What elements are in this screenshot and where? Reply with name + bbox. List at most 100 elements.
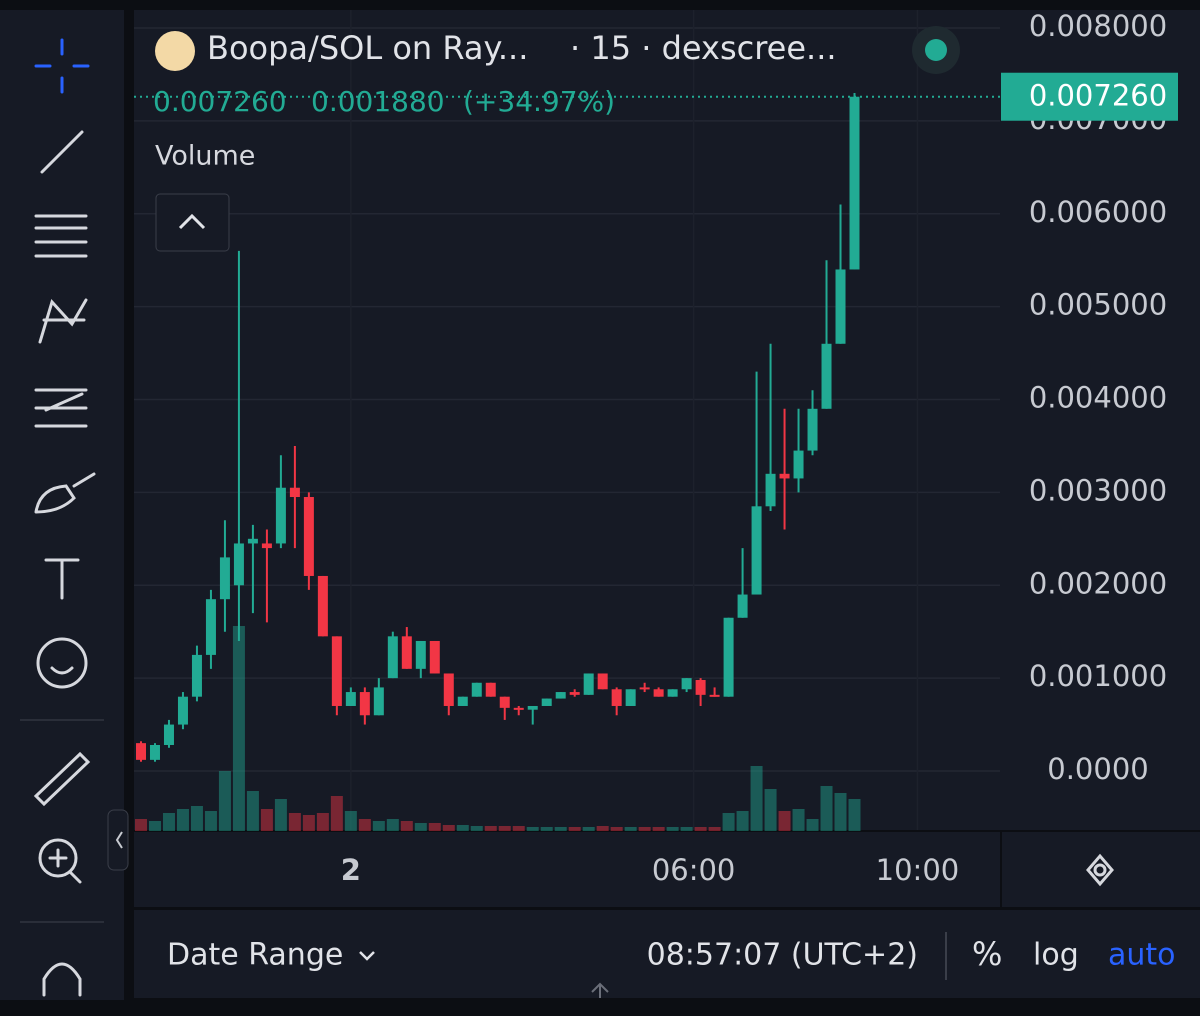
- candle-body: [751, 506, 762, 595]
- clock[interactable]: 08:57:07 (UTC+2): [647, 938, 918, 973]
- candle-body: [513, 707, 524, 710]
- volume-bar: [190, 806, 203, 831]
- fib-icon[interactable]: [34, 214, 88, 258]
- pattern-icon[interactable]: [38, 298, 88, 344]
- zoom-icon[interactable]: [38, 838, 78, 878]
- magnet-icon[interactable]: [42, 962, 82, 997]
- y-tick-label: 0.003000: [1029, 473, 1167, 507]
- volume-bar: [568, 827, 581, 831]
- volume-bar: [442, 825, 455, 831]
- volume-bar: [484, 826, 497, 831]
- collapse-arrow: [115, 831, 123, 849]
- volume-bar: [134, 819, 147, 831]
- candle-body: [611, 689, 622, 706]
- volume-bar: [400, 821, 413, 831]
- candle-body: [499, 696, 510, 708]
- zoom-plus: [48, 848, 82, 884]
- symbol: Boopa/SOL on Ray...: [207, 29, 528, 67]
- tool-icons[interactable]: [20, 38, 104, 997]
- volume-bar: [274, 799, 287, 831]
- brush-icon[interactable]: [34, 472, 96, 514]
- candle-body: [359, 692, 370, 716]
- candle-body: [471, 682, 482, 697]
- volume-bar: [316, 813, 329, 831]
- x-tick-label: 06:00: [652, 853, 736, 887]
- volume-bar: [764, 789, 777, 831]
- volume-bar: [176, 809, 189, 831]
- candle-body: [373, 687, 384, 716]
- y-tick-label: 0.0000: [1047, 752, 1148, 786]
- candle-body: [205, 599, 216, 655]
- candle-body: [667, 689, 678, 697]
- volume-bar: [736, 811, 749, 831]
- candle-body: [541, 698, 552, 706]
- legend-price: 0.007260: [153, 85, 287, 118]
- volume-bar: [386, 819, 399, 831]
- candle-body: [779, 473, 790, 479]
- candle-body: [443, 673, 454, 706]
- volume-bar: [470, 826, 483, 831]
- last-price-tag: [1001, 72, 1178, 121]
- candle-body: [653, 689, 664, 697]
- date-range[interactable]: Date Range: [167, 938, 343, 973]
- candle-body: [457, 696, 468, 706]
- volume-bar: [148, 821, 161, 831]
- trendline-icon[interactable]: [40, 130, 84, 174]
- emoji-icon[interactable]: [36, 637, 88, 689]
- volume-bar: [302, 815, 315, 831]
- volume-bar: [372, 821, 385, 831]
- collapse-legend-icon: [178, 213, 206, 230]
- volume-bar: [540, 827, 553, 831]
- candle-body: [583, 673, 594, 695]
- settings-icon-hole: [1093, 863, 1107, 877]
- volume-bar: [596, 826, 609, 831]
- text-icon[interactable]: [44, 558, 80, 600]
- candle-body: [555, 692, 566, 699]
- candle-body: [275, 487, 286, 544]
- candle-body: [415, 640, 426, 669]
- volume-bar: [680, 827, 693, 831]
- candle-body: [625, 689, 636, 706]
- candle-body: [401, 636, 412, 669]
- plot: 0.0000 0.001000 0.002000 0.003000 0.004000 0.…: [134, 9, 1167, 887]
- crosshair-icon[interactable]: [34, 38, 90, 94]
- candle-body: [639, 687, 650, 690]
- ruler-icon[interactable]: [33, 751, 91, 807]
- auto-toggle[interactable]: auto: [1108, 938, 1176, 973]
- volume-bar: [288, 813, 301, 831]
- volume-bar: [848, 799, 861, 831]
- resize-handle[interactable]: [591, 982, 609, 998]
- volume-bar: [428, 823, 441, 831]
- candle-body: [289, 487, 300, 498]
- emoji-smile: [50, 666, 74, 675]
- time-axis: [134, 832, 1000, 907]
- candle-body: [695, 679, 706, 695]
- volume-bar: [694, 827, 707, 831]
- y-tick-label: 0.005000: [1029, 288, 1167, 322]
- settings-icon[interactable]: [1086, 853, 1114, 887]
- volume-bar: [708, 827, 721, 831]
- candle-body: [317, 575, 328, 637]
- volume-bar: [456, 825, 469, 831]
- volume-bar: [260, 809, 273, 831]
- volume-bar: [610, 827, 623, 831]
- candle-body: [765, 473, 776, 507]
- candle-body: [247, 538, 258, 544]
- volume-bar: [498, 826, 511, 831]
- volume-bar: [722, 813, 735, 831]
- settings-cell: [1002, 832, 1200, 907]
- token-icon: [155, 31, 195, 71]
- forecast-icon[interactable]: [34, 388, 88, 428]
- candle-body: [527, 705, 538, 710]
- collapse-legend[interactable]: [155, 193, 230, 252]
- volume-bar: [806, 819, 819, 831]
- log-toggle[interactable]: log: [1033, 938, 1079, 973]
- date-range-caret: [359, 951, 375, 961]
- percent-toggle[interactable]: %: [972, 935, 1002, 973]
- status-dot: [925, 39, 947, 61]
- candle-body: [681, 678, 692, 690]
- candle-body: [723, 617, 734, 697]
- candle-body: [429, 640, 440, 674]
- volume-bar: [554, 827, 567, 831]
- x-tick-label: 2: [341, 853, 361, 887]
